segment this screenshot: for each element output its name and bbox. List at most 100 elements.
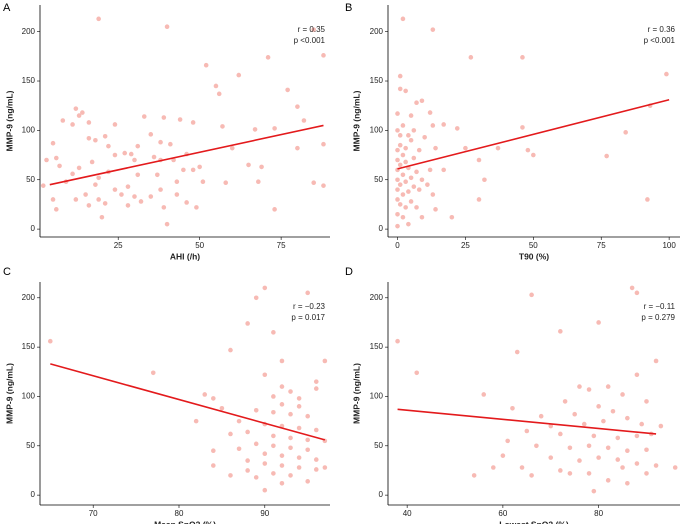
point [228,431,233,437]
point [639,421,645,427]
point [305,290,310,296]
point [271,409,276,415]
annotation: p <0.001 [644,36,676,45]
regression-line [397,98,670,170]
point [265,55,271,60]
point [408,199,414,204]
point [397,202,403,207]
y-axis-title: MMP-9 (ng/mL) [4,363,14,424]
x-tick-label: 70 [89,509,98,518]
y-axis-title: MMP-9 (ng/mL) [4,90,14,151]
point [406,221,411,227]
point [397,142,403,148]
x-tick-label: 60 [498,509,507,518]
point [50,197,56,202]
point [664,71,669,77]
x-tick-label: 50 [195,241,204,250]
point [271,433,276,439]
point [200,179,206,185]
point [433,145,438,151]
y-tick-label: 0 [31,224,36,233]
point [529,292,534,298]
point [519,465,525,470]
point [577,458,582,463]
point [164,221,170,227]
point [419,214,425,220]
point [427,167,433,173]
point [520,55,525,60]
point [313,467,319,472]
point [321,53,326,58]
point [155,172,160,178]
point [295,104,300,109]
point [311,180,317,186]
point [96,197,101,202]
point [623,130,628,135]
point [634,433,640,439]
point [408,137,414,143]
point [112,187,118,192]
point [288,411,293,417]
point [322,465,328,470]
point [70,171,75,177]
point [216,91,222,97]
point [305,479,310,484]
point [615,457,621,462]
point [296,455,302,460]
point [174,192,180,197]
point [586,387,592,392]
point [525,147,531,153]
point [112,152,118,158]
point [70,122,75,127]
point [271,394,276,399]
point [395,157,400,163]
point [577,384,582,389]
point [135,172,141,178]
point [181,167,186,173]
annotation: r = 0.35 [298,25,326,34]
point [397,73,403,79]
point [529,473,534,478]
point [245,429,250,435]
point [644,471,649,476]
y-tick-label: 0 [379,224,384,233]
point [253,475,259,480]
point [122,150,128,156]
point [262,451,268,456]
point [161,205,167,210]
point [213,83,219,89]
point [271,443,276,449]
point [634,372,640,378]
point [644,447,649,453]
point [572,411,577,417]
point [311,27,317,32]
point [285,87,290,93]
point [211,396,216,401]
y-tick-label: 200 [370,293,384,302]
point [468,55,474,60]
y-tick-label: 100 [22,125,36,134]
x-axis-title: Lowest SpO2 (%) [499,519,569,524]
point [288,445,293,451]
point [419,177,425,183]
point [558,431,563,437]
point [538,413,544,419]
point [223,180,229,186]
point [174,179,180,185]
point [476,197,482,202]
point [567,445,573,451]
point [236,418,242,424]
point [194,205,199,210]
x-tick-label: 80 [175,509,184,518]
point [253,295,259,301]
point [86,203,92,208]
point [288,389,293,394]
point [644,399,649,404]
point [441,167,446,173]
point [288,435,293,441]
point [211,448,216,454]
point [150,370,156,376]
point [253,441,259,447]
point [605,445,611,451]
